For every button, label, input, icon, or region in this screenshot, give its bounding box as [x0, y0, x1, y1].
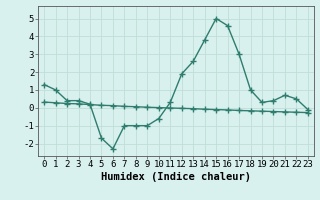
X-axis label: Humidex (Indice chaleur): Humidex (Indice chaleur) [101, 172, 251, 182]
